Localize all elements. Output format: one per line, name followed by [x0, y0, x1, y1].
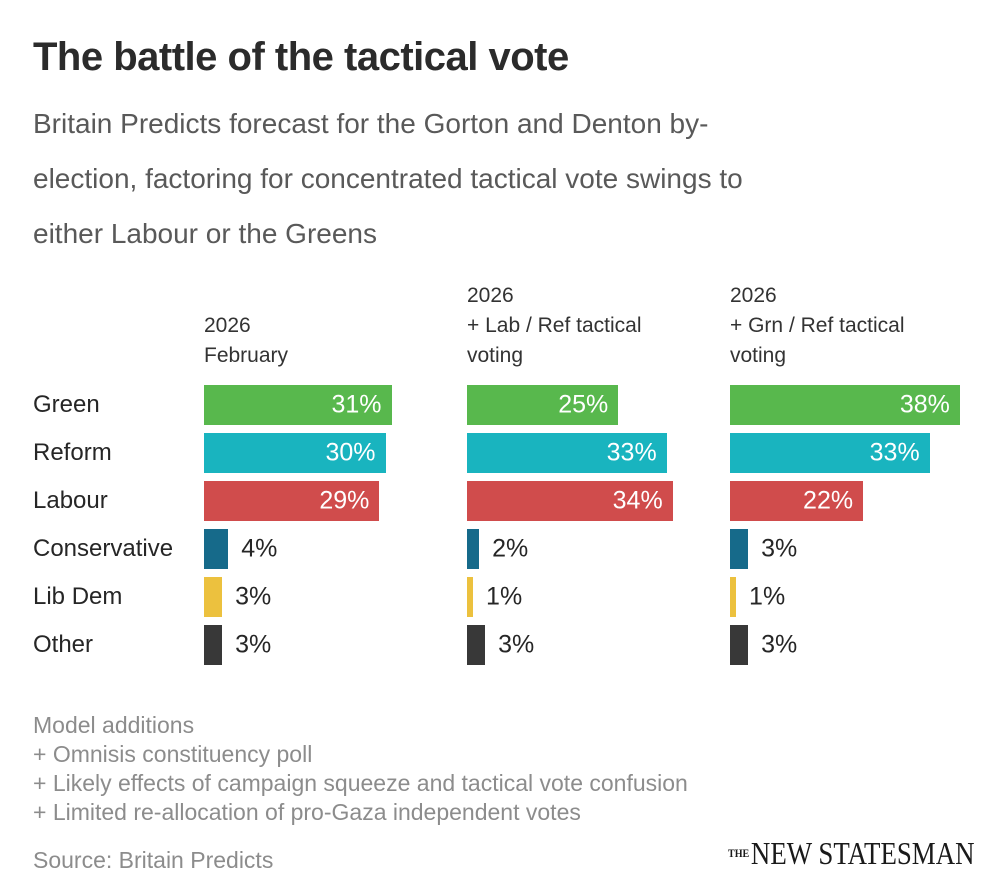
bar: 33%: [730, 433, 930, 473]
bar: [467, 625, 486, 665]
page-title: The battle of the tactical vote: [33, 35, 569, 79]
bar-value: 3%: [235, 582, 272, 611]
row-label: Green: [33, 391, 100, 418]
grouped-bar-chart: 2026 February 2026 + Lab / Ref tactical v…: [33, 271, 975, 669]
bar-row-other: Other 3% 3% 3%: [33, 621, 975, 669]
column-headers: 2026 February 2026 + Lab / Ref tactical v…: [33, 271, 975, 381]
row-label: Conservative: [33, 535, 174, 562]
row-label: Labour: [33, 487, 108, 514]
bar-row-green: Green 31% 25% 38%: [33, 381, 975, 429]
bar: [730, 529, 749, 569]
bar-row-conservative: Conservative 4% 2% 3%: [33, 525, 975, 573]
row-label: Other: [33, 631, 94, 658]
bar-cell: 3%: [467, 625, 730, 665]
bar-cell: 3%: [204, 577, 467, 617]
bar-value: 33%: [606, 438, 657, 467]
bar-value: 31%: [331, 390, 382, 419]
bar: 38%: [730, 385, 960, 425]
bar-value: 1%: [749, 582, 786, 611]
bar-cell: 1%: [467, 577, 730, 617]
bar: [204, 625, 223, 665]
chart-rows: Green 31% 25% 38% Reform 30% 33% 33% Labour 29% 34…: [33, 381, 975, 669]
row-label: Lib Dem: [33, 583, 123, 610]
bar: 29%: [204, 481, 380, 521]
bar: [467, 529, 480, 569]
bar-row-reform: Reform 30% 33% 33%: [33, 429, 975, 477]
bar-value: 3%: [498, 630, 535, 659]
bar: [467, 577, 473, 617]
bar-value: 2%: [492, 534, 529, 563]
row-label: Reform: [33, 439, 112, 466]
bar-cell: 30%: [204, 433, 467, 473]
bar-value: 3%: [235, 630, 272, 659]
bar-value: 25%: [558, 390, 609, 419]
bar-cell: 22%: [730, 481, 993, 521]
bar-cell: 4%: [204, 529, 467, 569]
logo-the: THE: [728, 846, 750, 860]
source-note: Source: Britain Predicts: [33, 847, 274, 873]
bar: [204, 529, 229, 569]
new-statesman-logo: THE NEW STATESMAN: [728, 835, 975, 874]
bar-row-labour: Labour 29% 34% 22%: [33, 477, 975, 525]
bar-value: 22%: [803, 486, 854, 515]
chart-subtitle: Britain Predicts forecast for the Gorton…: [33, 108, 743, 249]
column-header-1: 2026 + Lab / Ref tactical voting: [467, 284, 642, 367]
bar-value: 38%: [899, 390, 950, 419]
bar-value: 29%: [319, 486, 370, 515]
bar: 31%: [204, 385, 392, 425]
bar-cell: 31%: [204, 385, 467, 425]
note-line: + Limited re-allocation of pro-Gaza inde…: [33, 799, 581, 825]
bar-value: 3%: [761, 630, 798, 659]
note-line: Model additions: [33, 712, 195, 738]
bar-cell: 2%: [467, 529, 730, 569]
bar-value: 4%: [241, 534, 278, 563]
bar-cell: 33%: [467, 433, 730, 473]
logo-name: NEW STATESMAN: [751, 835, 975, 871]
bar: [730, 625, 749, 665]
bar: 34%: [467, 481, 673, 521]
bar-value: 34%: [612, 486, 663, 515]
model-notes: Model additions + Omnisis constituency p…: [33, 711, 975, 827]
note-line: + Likely effects of campaign squeeze and…: [33, 770, 688, 796]
bar-value: 33%: [869, 438, 920, 467]
bar-cell: 29%: [204, 481, 467, 521]
bar-cell: 3%: [730, 625, 993, 665]
column-header-2: 2026 + Grn / Ref tactical voting: [730, 284, 905, 367]
bar-value: 1%: [486, 582, 523, 611]
bar-cell: 38%: [730, 385, 993, 425]
footer: Source: Britain Predicts THE NEW STATESM…: [33, 835, 975, 874]
bar-cell: 25%: [467, 385, 730, 425]
bar-value: 3%: [761, 534, 798, 563]
bar-cell: 3%: [730, 529, 993, 569]
bar-cell: 33%: [730, 433, 993, 473]
bar-cell: 34%: [467, 481, 730, 521]
bar: [204, 577, 223, 617]
bar: 25%: [467, 385, 619, 425]
bar-value: 30%: [325, 438, 376, 467]
note-line: + Omnisis constituency poll: [33, 741, 313, 767]
bar: 33%: [467, 433, 667, 473]
bar: 30%: [204, 433, 386, 473]
bar-row-lib-dem: Lib Dem 3% 1% 1%: [33, 573, 975, 621]
bar: [730, 577, 736, 617]
bar-cell: 1%: [730, 577, 993, 617]
column-header-0: 2026 February: [204, 314, 289, 367]
bar-cell: 3%: [204, 625, 467, 665]
bar: 22%: [730, 481, 864, 521]
